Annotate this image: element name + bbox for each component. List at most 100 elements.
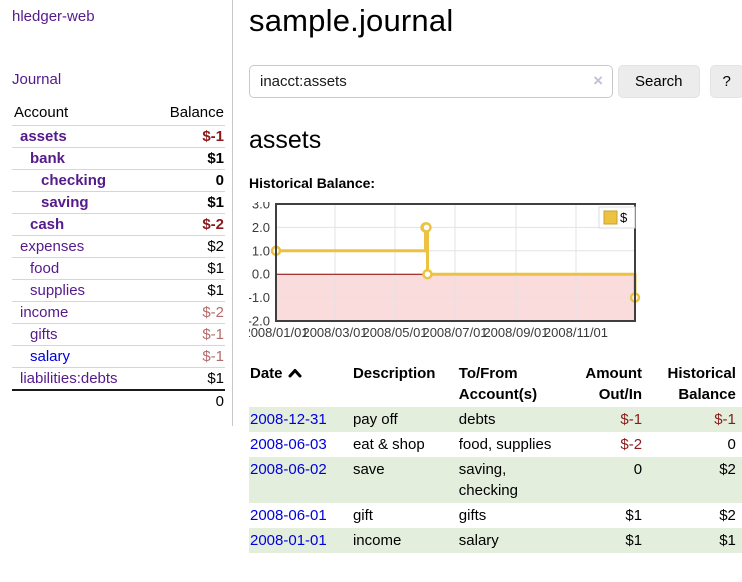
account-row: assets $-1 (12, 125, 225, 148)
x-axis-tick-label: 2008/07/01 (422, 325, 487, 340)
transaction-row: 2008-12-31 pay off debts $-1 $-1 (249, 407, 742, 432)
account-link[interactable]: checking (41, 172, 107, 189)
account-balance: $-1 (150, 323, 225, 346)
account-link[interactable]: bank (30, 150, 66, 167)
transaction-cell: pay off (352, 411, 398, 428)
account-balance: $-1 (150, 345, 225, 368)
account-row: gifts $-1 (12, 323, 225, 346)
transaction-cell: salary (458, 532, 499, 549)
transaction-cell: 2008-06-02 (249, 457, 345, 503)
app-title-link[interactable]: hledger-web (12, 8, 95, 25)
account-row: cash $-2 (12, 213, 225, 236)
legend-label: $ (620, 210, 628, 225)
account-link[interactable]: food (30, 260, 60, 277)
account-row: expenses $2 (12, 235, 225, 258)
x-axis-tick-label: 2008/09/01 (483, 325, 548, 340)
accounts-total-value: 0 (150, 389, 225, 412)
transaction-cell: debts (458, 411, 496, 428)
accounts-total-row: 0 (12, 389, 225, 412)
transaction-date-link[interactable]: 2008-06-02 (250, 461, 327, 478)
account-row: checking 0 (12, 169, 225, 192)
account-row: supplies $1 (12, 279, 225, 302)
accounts-header-row: Account Balance (12, 104, 225, 126)
clear-search-icon[interactable]: × (593, 71, 603, 90)
account-link[interactable]: salary (30, 348, 71, 365)
transactions-table-body: 2008-12-31 pay off debts $-1 $-1 2008-06-03 ea… (249, 407, 742, 553)
search-button[interactable]: Search (618, 65, 700, 98)
transaction-cell: saving, checking (458, 461, 518, 499)
search-field-wrap: × (249, 65, 613, 98)
account-row: saving $1 (12, 191, 225, 214)
transaction-date-link[interactable]: 2008-01-01 (250, 532, 327, 549)
column-header-to-from-account-s-: To/From Account(s) (451, 361, 568, 407)
account-link[interactable]: expenses (20, 238, 85, 255)
sidebar-nav: Journal (12, 71, 225, 88)
transaction-cell: income (352, 532, 402, 549)
transaction-amount: $1 (625, 507, 643, 524)
accounts-total-spacer (12, 389, 151, 412)
transaction-cell: save (352, 461, 385, 478)
chart-canvas: 3.0 2.0 1.0 0.0 -1.0 -2.02008/01/012008/03/01… (249, 202, 641, 340)
column-header-description: Description (345, 361, 451, 407)
account-link[interactable]: saving (41, 194, 89, 211)
transaction-date-link[interactable]: 2008-12-31 (250, 411, 327, 428)
data-point-marker (422, 268, 433, 280)
column-header-amount-out-in: Amount Out/In (568, 361, 650, 407)
account-link[interactable]: supplies (30, 282, 86, 299)
column-header-label: Historical Balance (667, 365, 736, 403)
accounts-table: Account Balance assets $-1 bank $1 checking 0… (12, 104, 225, 412)
x-axis-tick-label: 2008/03/01 (302, 325, 367, 340)
account-link[interactable]: assets (20, 128, 67, 145)
transaction-balance: $1 (719, 532, 736, 549)
transaction-row: 2008-06-02 save saving, checking 0 $2 (249, 457, 742, 503)
transaction-balance: 0 (727, 436, 736, 453)
account-balance: $-1 (150, 125, 225, 148)
column-header-label: Date (250, 365, 283, 382)
sidebar-item-journal[interactable]: Journal (12, 71, 62, 88)
transaction-cell: food, supplies (458, 436, 552, 453)
account-link[interactable]: liabilities:debts (20, 370, 118, 387)
accounts-header-account: Account (12, 104, 151, 126)
account-balance: 0 (150, 169, 225, 192)
transaction-cell: gift (352, 507, 373, 524)
column-header-label: To/From Account(s) (458, 365, 538, 403)
account-balance: $-2 (150, 301, 225, 324)
account-row: income $-2 (12, 301, 225, 324)
account-link[interactable]: cash (30, 216, 65, 233)
transaction-cell: 2008-01-01 (249, 528, 345, 553)
transaction-cell: 2008-06-01 (249, 503, 345, 528)
help-button[interactable]: ? (709, 65, 742, 98)
data-point-marker (421, 222, 432, 233)
account-balance: $1 (150, 191, 225, 214)
transaction-balance: $2 (719, 461, 736, 478)
search-bar: × Search ? (249, 65, 742, 98)
transactions-header-row: Date Description To/From Account(s) Amount … (249, 361, 742, 407)
account-balance: $1 (150, 279, 225, 302)
transaction-date-link[interactable]: 2008-06-03 (250, 436, 327, 453)
account-link[interactable]: gifts (30, 326, 58, 343)
x-axis-tick-label: 2008/05/01 (362, 325, 427, 340)
transaction-amount: 0 (633, 461, 643, 478)
column-header-historical-balance: Historical Balance (650, 361, 742, 407)
hledger-web-app: hledger-web Journal Account Balance asse… (0, 0, 742, 553)
column-header-label: Description (352, 365, 436, 382)
sidebar: hledger-web Journal Account Balance asse… (0, 0, 233, 426)
column-header-date[interactable]: Date (249, 361, 345, 407)
legend-swatch (603, 210, 618, 225)
transaction-balance: $-1 (714, 411, 736, 428)
y-axis-tick-label: 3.0 (252, 202, 270, 212)
y-axis-tick-label: 1.0 (252, 243, 270, 258)
transaction-date-link[interactable]: 2008-06-01 (250, 507, 327, 524)
account-row: food $1 (12, 257, 225, 280)
transaction-cell: 2008-12-31 (249, 407, 345, 432)
search-input[interactable] (249, 65, 613, 98)
account-balance: $1 (150, 147, 225, 170)
transaction-cell: 2008-06-03 (249, 432, 345, 457)
transaction-row: 2008-06-03 eat & shop food, supplies $-2 0 (249, 432, 742, 457)
transaction-amount: $1 (625, 532, 643, 549)
transaction-balance: $2 (719, 507, 736, 524)
account-link[interactable]: income (20, 304, 69, 321)
account-balance: $2 (150, 235, 225, 258)
main-pane: sample.journal × Search ? assets Histori… (233, 0, 742, 553)
account-heading: assets (249, 126, 322, 154)
